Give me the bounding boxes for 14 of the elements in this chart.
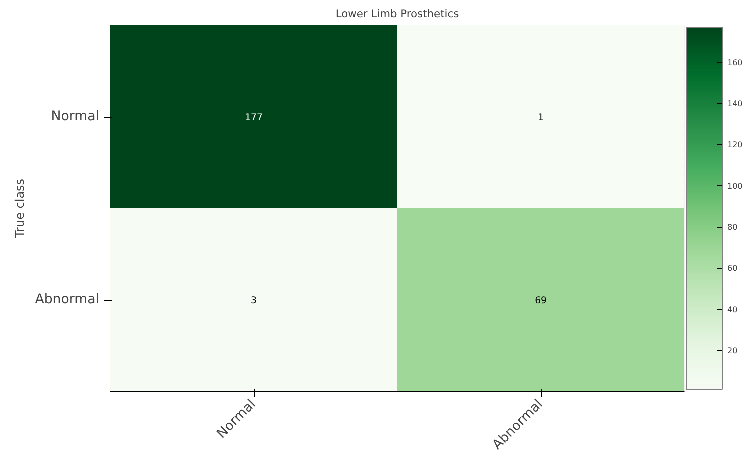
color-bar-label: 80 [728, 223, 738, 232]
chart-title: Lower Limb Prosthetics [336, 8, 460, 20]
color-bar-label: 100 [728, 182, 743, 191]
color-bar-label: 60 [728, 264, 738, 274]
color-bar-label: 140 [728, 100, 743, 109]
color-bar-label: 120 [728, 140, 743, 150]
y-axis-title: True class [13, 178, 28, 240]
color-bar-label: 40 [728, 305, 738, 314]
data-label: 69 [535, 296, 547, 306]
data-label: 3 [251, 296, 258, 306]
data-label: 1 [538, 112, 544, 124]
data-label: 177 [245, 112, 263, 124]
color-bar-label: 20 [728, 346, 738, 356]
color-bar-label: 160 [728, 58, 743, 68]
